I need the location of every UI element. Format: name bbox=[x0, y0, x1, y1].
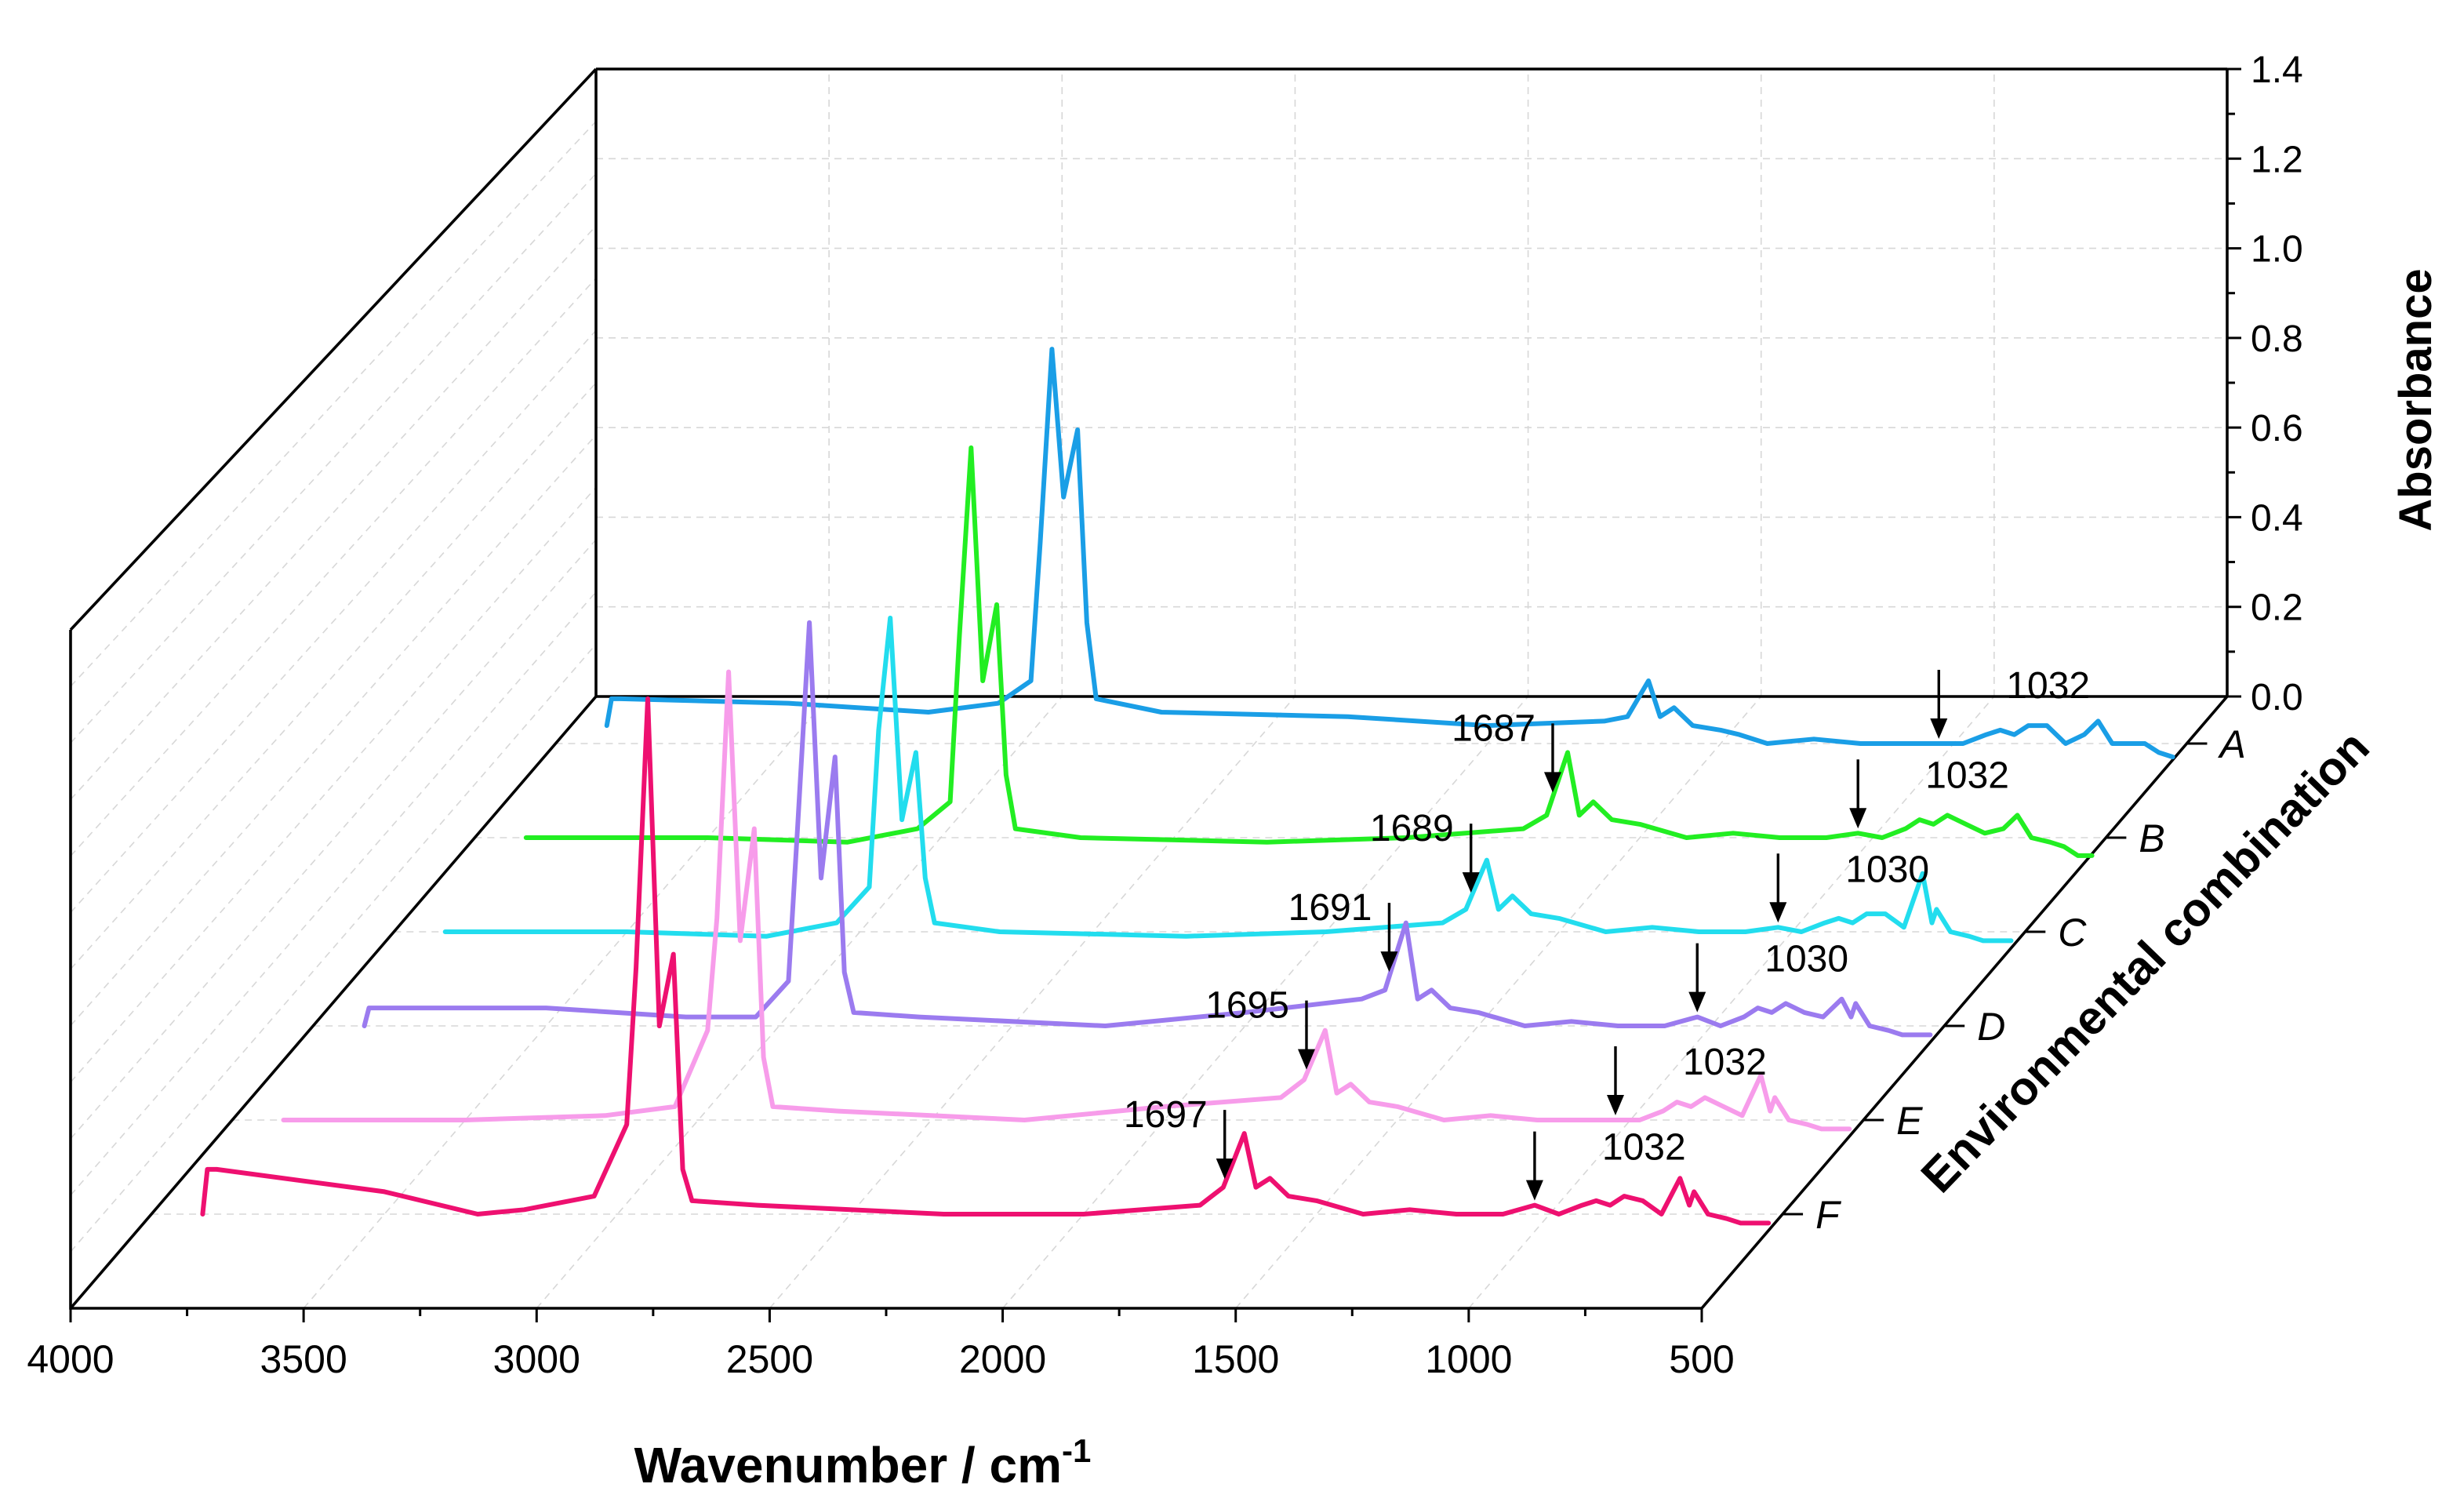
annotation-label-f-1697: 1697 bbox=[1124, 1094, 1208, 1136]
annotation-label-e-1695: 1695 bbox=[1205, 985, 1289, 1027]
x-tick-label: 2500 bbox=[726, 1337, 813, 1381]
spectrum-line-e bbox=[281, 669, 1852, 1132]
floor-grid-line bbox=[1468, 696, 1995, 1309]
annotation-label-b-1032: 1032 bbox=[1925, 755, 2009, 796]
z-tick-label-d: D bbox=[1977, 1005, 2005, 1049]
x-axis-title: Wavenumber / cm-1 bbox=[634, 1432, 1092, 1493]
z-axis-line bbox=[1700, 695, 2229, 1310]
side-wall-grid-line bbox=[70, 435, 597, 1027]
annotation-arrow-b-1687-head bbox=[1543, 772, 1561, 793]
side-wall-top-edge bbox=[69, 67, 598, 631]
annotation-arrow-f-1032-head bbox=[1525, 1180, 1543, 1201]
annotation-label-b-1687: 1687 bbox=[1452, 707, 1535, 749]
annotation-arrow-d-1691-head bbox=[1380, 951, 1398, 973]
spectrum-line-f bbox=[200, 696, 1772, 1226]
y-tick-label: 0.2 bbox=[2251, 587, 2303, 629]
spectrum-line-c bbox=[442, 616, 2014, 944]
series-layer bbox=[200, 347, 2175, 1226]
annotation-label-d-1691: 1691 bbox=[1288, 887, 1372, 929]
x-tick-label: 3500 bbox=[260, 1337, 347, 1381]
annotation-label-a-1032: 1032 bbox=[2006, 665, 2090, 707]
x-tick-label: 4000 bbox=[27, 1337, 114, 1381]
x-tick-label: 3000 bbox=[493, 1337, 580, 1381]
y-tick-label: 0.4 bbox=[2251, 497, 2303, 539]
annotation-arrow-e-1695-head bbox=[1297, 1049, 1315, 1070]
x-tick-label: 1000 bbox=[1425, 1337, 1512, 1381]
z-tick-label-c: C bbox=[2058, 911, 2087, 955]
side-wall-grid-line bbox=[70, 329, 597, 913]
annotation-label-e-1032: 1032 bbox=[1683, 1042, 1767, 1083]
y-tick-label: 1.2 bbox=[2251, 139, 2303, 180]
y-axis-title: Absorbance bbox=[2390, 268, 2441, 531]
x-axis-title-superscript: -1 bbox=[1062, 1432, 1091, 1469]
annotation-label-f-1032: 1032 bbox=[1602, 1127, 1686, 1169]
y-tick-label: 0.0 bbox=[2251, 677, 2303, 718]
floor-grid-line bbox=[1001, 696, 1529, 1309]
side-wall-grid-line bbox=[70, 643, 597, 1253]
floor-grid-line bbox=[536, 696, 1063, 1309]
annotation-arrow-a-1032-head bbox=[1930, 718, 1948, 739]
x-tick-label: 500 bbox=[1669, 1337, 1734, 1381]
y-tick-label: 0.6 bbox=[2251, 408, 2303, 449]
side-wall-grid-line bbox=[70, 382, 597, 970]
side-wall-grid-line bbox=[70, 121, 597, 687]
side-wall-grid-line bbox=[70, 486, 597, 1083]
side-wall-grid-line bbox=[70, 278, 597, 856]
floor-grid-line bbox=[303, 696, 830, 1309]
side-wall-grid-line bbox=[70, 173, 597, 744]
annotation-arrow-d-1030-head bbox=[1688, 991, 1706, 1013]
spectrum-line-b bbox=[523, 445, 2095, 858]
side-wall-grid-line bbox=[70, 539, 597, 1140]
annotation-arrow-c-1030-head bbox=[1769, 902, 1787, 923]
annotation-arrow-c-1689-head bbox=[1462, 872, 1480, 893]
axes-layer: 4000 3500 3000 2500 2000 1500 1000 500 0.0 0.2 0.4… bbox=[27, 49, 2302, 1381]
annotation-layer: 1032 1687 1032 1689 1030 1691 1030 1695 1032 1697… bbox=[1124, 665, 2090, 1201]
annotation-arrow-b-1032-head bbox=[1849, 808, 1867, 829]
annotation-label-d-1030: 1030 bbox=[1764, 939, 1848, 980]
annotation-arrow-f-1697-head bbox=[1216, 1158, 1234, 1180]
z-tick-label-b: B bbox=[2139, 816, 2164, 860]
x-axis-title-text: Wavenumber / cm bbox=[634, 1437, 1062, 1493]
side-wall-bottom-edge bbox=[69, 695, 598, 1310]
y-tick-label: 1.0 bbox=[2251, 229, 2303, 271]
annotation-label-c-1689: 1689 bbox=[1370, 808, 1454, 849]
z-tick-label-f: F bbox=[1815, 1193, 1841, 1237]
side-wall-grid-line bbox=[70, 591, 597, 1196]
y-tick-label: 0.8 bbox=[2251, 318, 2303, 360]
y-tick-label: 1.4 bbox=[2251, 49, 2303, 91]
annotation-arrow-e-1032-head bbox=[1606, 1095, 1624, 1115]
side-wall-grid-line bbox=[70, 225, 597, 800]
x-tick-label: 2000 bbox=[959, 1337, 1046, 1381]
floor-grid-line bbox=[769, 696, 1296, 1309]
spectrum-line-d bbox=[362, 620, 1933, 1038]
annotation-label-c-1030: 1030 bbox=[1845, 849, 1929, 890]
z-tick-label-a: A bbox=[2217, 722, 2245, 766]
spectrum-line-a bbox=[604, 347, 2175, 760]
z-tick-label-e: E bbox=[1896, 1099, 1923, 1143]
floor-grid-line bbox=[1235, 696, 1762, 1309]
x-tick-label: 1500 bbox=[1192, 1337, 1279, 1381]
